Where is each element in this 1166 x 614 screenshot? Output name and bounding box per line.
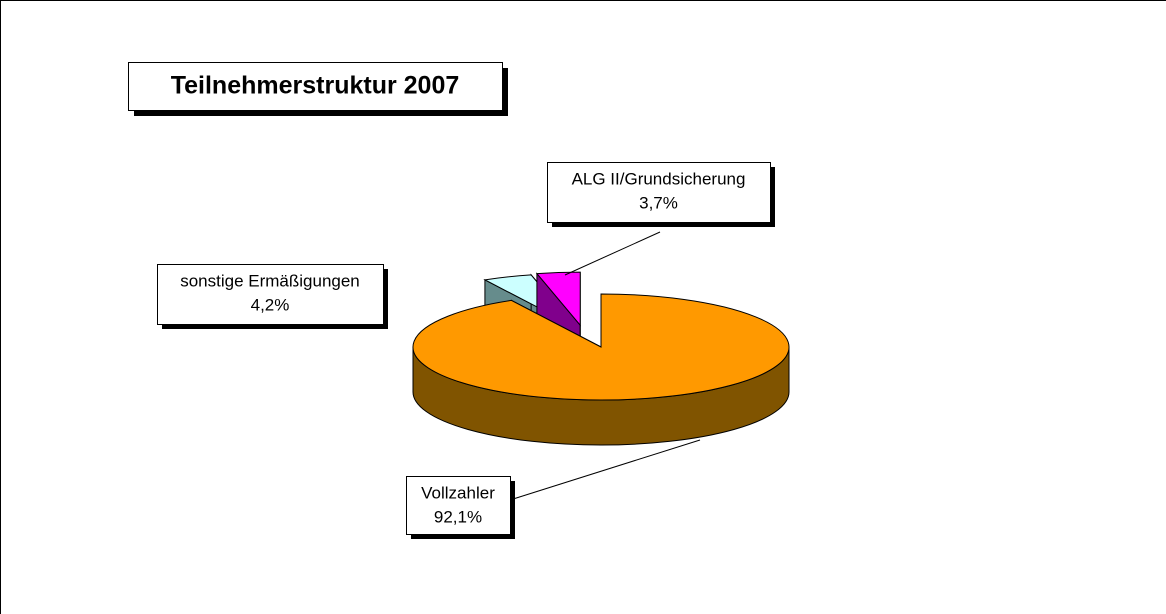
slice-top bbox=[535, 271, 581, 327]
slice-top bbox=[412, 293, 790, 401]
leader-line bbox=[509, 439, 701, 501]
label-box bbox=[406, 476, 511, 535]
label-box bbox=[547, 162, 771, 223]
label-value: 3,7% bbox=[639, 193, 678, 212]
slice bbox=[412, 293, 790, 446]
label-category: Vollzahler bbox=[421, 483, 495, 502]
label-category: sonstige Ermäßigungen bbox=[180, 271, 360, 290]
leader-line bbox=[564, 231, 661, 276]
label-value: 4,2% bbox=[251, 295, 290, 314]
pie bbox=[412, 271, 790, 446]
labels: Vollzahler 92,1% sonstige Ermäßigungen 4,2%… bbox=[157, 162, 775, 539]
title-box bbox=[128, 62, 503, 111]
label-value: 92,1% bbox=[434, 507, 482, 526]
label-category: ALG II/Grundsicherung bbox=[572, 169, 746, 188]
label-box bbox=[157, 264, 384, 325]
chart-title: Teilnehmerstruktur 2007 bbox=[171, 72, 460, 100]
